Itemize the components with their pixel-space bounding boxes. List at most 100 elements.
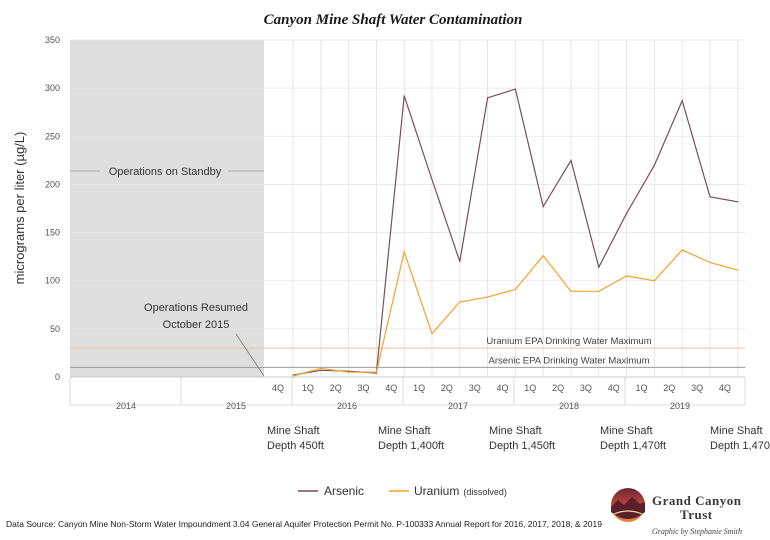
year-label: 2018: [559, 401, 579, 411]
data-point-arsenic: [737, 201, 739, 203]
thresholds: Uranium EPA Drinking Water Maximum Arseni…: [70, 336, 745, 368]
y-axis-label: micrograms per liter (µg/L): [12, 132, 27, 285]
quarter-tick-label: 1Q: [302, 383, 314, 393]
standby-label: Operations on Standby: [109, 166, 222, 178]
depth-label-line1: Mine Shaft: [378, 425, 431, 437]
legend-arsenic-label: Arsenic: [324, 484, 364, 498]
data-point-arsenic: [542, 205, 544, 208]
legend-uranium-label: Uranium (dissolved): [414, 484, 507, 498]
data-point-uranium: [626, 275, 628, 277]
logo-line2: Trust: [680, 507, 713, 522]
y-tick-label: 100: [45, 276, 60, 286]
quarter-tick-label: 2Q: [441, 383, 453, 393]
data-point-arsenic: [431, 179, 433, 181]
data-point-arsenic: [487, 97, 489, 99]
quarter-tick-label: 3Q: [691, 383, 703, 393]
resumed-pointer: [235, 333, 265, 377]
series-lines: [292, 88, 739, 377]
y-tick-label: 250: [45, 131, 60, 141]
data-point-arsenic: [459, 260, 461, 263]
data-point-uranium: [681, 249, 683, 251]
threshold-label: Arsenic EPA Drinking Water Maximum: [488, 355, 649, 366]
legend: Arsenic Uranium (dissolved): [298, 484, 507, 498]
data-point-uranium: [320, 367, 322, 369]
data-point-uranium: [375, 371, 377, 373]
y-tick-label: 150: [45, 228, 60, 238]
depth-labels: Mine Shaft Depth 450ft Mine Shaft Depth 1,4…: [267, 425, 770, 452]
data-point-uranium: [598, 290, 600, 292]
logo-line1: Grand Canyon: [652, 493, 742, 508]
quarter-tick-label: 1Q: [413, 383, 425, 393]
depth-label-line2: Depth 1,450ft: [489, 440, 555, 452]
y-gridlines: [70, 39, 745, 330]
y-tick-label: 200: [45, 179, 60, 189]
quarter-tick-label: 1Q: [524, 383, 536, 393]
standby-region: [70, 40, 264, 377]
quarter-tick-label: 3Q: [357, 383, 369, 393]
data-point-uranium: [570, 290, 572, 292]
data-point-arsenic: [626, 212, 628, 214]
depth-label-line2: Depth 1,400ft: [378, 440, 444, 452]
data-point-uranium: [737, 269, 739, 271]
x-axis: 4Q 1Q 2Q 3Q 4Q 1Q 2Q 3Q 4Q 1Q 2Q 3Q 4Q 1Q 2Q 3Q 4Q 2014 20…: [69, 376, 746, 411]
quarter-tick-label: 1Q: [635, 383, 647, 393]
data-point-uranium: [514, 288, 517, 290]
data-point-uranium: [487, 296, 489, 298]
year-label: 2014: [116, 401, 136, 411]
quarter-tick-label: 2Q: [663, 383, 675, 393]
quarter-tick-label: 3Q: [580, 383, 592, 393]
depth-label-line1: Mine Shaft: [710, 425, 763, 437]
year-label: 2017: [448, 401, 468, 411]
data-point-arsenic: [709, 196, 711, 198]
quarter-tick-label: 4Q: [272, 383, 284, 393]
legend-uranium-name: Uranium: [414, 484, 459, 498]
data-point-arsenic: [375, 372, 377, 374]
depth-label-line1: Mine Shaft: [600, 425, 653, 437]
quarter-tick-label: 4Q: [496, 383, 508, 393]
logo-river-icon: [613, 510, 643, 515]
data-point-arsenic: [348, 370, 350, 372]
quarter-tick-label: 4Q: [608, 383, 620, 393]
quarter-tick-label: 2Q: [330, 383, 342, 393]
logo-canyon-icon: [611, 497, 645, 519]
threshold-label: Uranium EPA Drinking Water Maximum: [486, 336, 651, 347]
data-point-uranium: [709, 261, 711, 264]
data-point-arsenic: [403, 95, 405, 97]
depth-label-line1: Mine Shaft: [267, 425, 320, 437]
quarter-tick-label: 4Q: [719, 383, 731, 393]
depth-label-line2: Depth 1,470ft: [710, 440, 770, 452]
data-point-arsenic: [653, 164, 656, 166]
data-point-uranium: [348, 371, 350, 373]
data-point-arsenic: [570, 159, 572, 161]
y-tick-labels: 0 50 100 150 200 250 300 350: [45, 35, 60, 382]
data-point-arsenic: [514, 88, 517, 90]
y-tick-label: 0: [55, 372, 60, 382]
quarter-gridlines: [292, 40, 739, 377]
data-point-arsenic: [681, 100, 683, 102]
depth-label-line1: Mine Shaft: [489, 425, 542, 437]
year-label: 2016: [337, 401, 357, 411]
data-point-uranium: [542, 255, 544, 257]
year-label: 2019: [670, 401, 690, 411]
resumed-label-line2: October 2015: [163, 319, 230, 331]
data-point-uranium: [403, 251, 405, 253]
data-point-uranium: [292, 375, 294, 377]
y-tick-label: 350: [45, 35, 60, 45]
year-label: 2015: [226, 401, 246, 411]
data-point-uranium: [431, 333, 433, 335]
data-point-uranium: [459, 301, 461, 303]
data-point-arsenic: [598, 266, 600, 268]
quarter-tick-label: 2Q: [552, 383, 564, 393]
depth-label-line2: Depth 1,470ft: [600, 440, 666, 452]
quarter-tick-label: 3Q: [469, 383, 481, 393]
resumed-label-line1: Operations Resumed: [144, 302, 248, 314]
quarter-tick-label: 4Q: [385, 383, 397, 393]
y-tick-label: 300: [45, 83, 60, 93]
grand-canyon-trust-logo: Grand Canyon Trust Graphic by Stephanie …: [611, 488, 742, 536]
data-point-arsenic: [320, 369, 322, 371]
logo-credit: Graphic by Stephanie Smith: [652, 527, 742, 536]
legend-uranium-suffix: (dissolved): [463, 487, 507, 497]
data-point-uranium: [653, 280, 656, 282]
chart-title: Canyon Mine Shaft Water Contamination: [264, 12, 523, 28]
